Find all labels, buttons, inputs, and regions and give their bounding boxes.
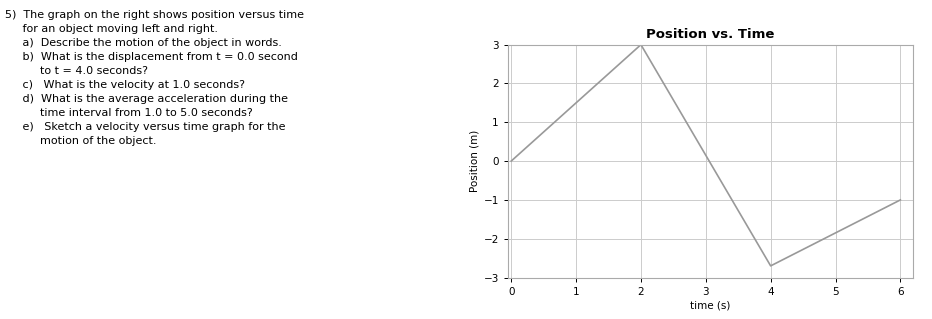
X-axis label: time (s): time (s): [691, 301, 731, 311]
Text: 5)  The graph on the right shows position versus time
     for an object moving : 5) The graph on the right shows position…: [5, 10, 304, 145]
Title: Position vs. Time: Position vs. Time: [647, 28, 774, 41]
Y-axis label: Position (m): Position (m): [470, 130, 479, 192]
